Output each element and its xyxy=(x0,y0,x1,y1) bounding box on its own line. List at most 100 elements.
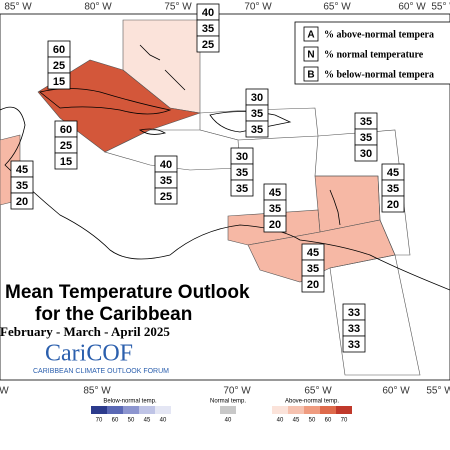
legend: A % above-normal tempera N % normal tempera… xyxy=(303,26,434,82)
legend-text: % above-normal tempera xyxy=(324,29,434,40)
longitude-label: 80° W xyxy=(84,2,112,13)
title-line2: for the Caribbean xyxy=(35,304,192,325)
scale-swatch xyxy=(304,406,320,414)
coast-antilles xyxy=(329,189,341,226)
scale-tick: 70 xyxy=(96,418,103,424)
scale-tick: 40 xyxy=(160,418,167,424)
coast-jamaica xyxy=(139,128,167,135)
region-value: 20 xyxy=(269,219,281,231)
region-value: 25 xyxy=(202,39,214,51)
region-box: 45 35 20 xyxy=(381,163,405,213)
region-cell xyxy=(245,120,269,138)
region-cell xyxy=(342,335,366,353)
longitude-label: 75° W xyxy=(164,2,192,13)
region-value: 40 xyxy=(202,7,214,19)
scale-tick: 50 xyxy=(128,418,135,424)
scale-swatch xyxy=(139,406,155,414)
region-box: 30 35 35 xyxy=(230,147,254,197)
longitude-label: W xyxy=(0,386,9,397)
legend-letter-box xyxy=(303,46,319,62)
region-value: 20 xyxy=(307,279,319,291)
region-value: 35 xyxy=(16,180,28,192)
season: February - March - April 2025 xyxy=(0,324,170,339)
region-value: 15 xyxy=(53,76,65,88)
coast-cuba xyxy=(39,88,172,115)
region-box: 60 25 15 xyxy=(54,120,78,170)
scale-swatch xyxy=(220,406,236,414)
title-line1: Mean Temperature Outlook xyxy=(5,282,250,303)
region-box: 60 25 15 xyxy=(47,40,71,90)
region-value: 35 xyxy=(236,183,248,195)
region-value: 35 xyxy=(307,263,319,275)
scale-swatch xyxy=(123,406,139,414)
legend-box xyxy=(294,21,450,85)
region-box: 33 33 33 xyxy=(342,303,366,353)
region-value: 35 xyxy=(360,132,372,144)
region-value: 35 xyxy=(160,175,172,187)
longitude-label: 85° W xyxy=(83,386,111,397)
region-value: 35 xyxy=(202,23,214,35)
region-box: 45 35 20 xyxy=(10,160,34,210)
region-value: 35 xyxy=(236,167,248,179)
region-value: 35 xyxy=(360,116,372,128)
region-value: 60 xyxy=(53,44,65,56)
scale-tick: 60 xyxy=(112,418,119,424)
scale-tick: 50 xyxy=(309,418,316,424)
region-cell xyxy=(263,215,287,233)
region-value: 25 xyxy=(160,191,172,203)
coast-mainland xyxy=(0,106,450,291)
scale-swatch xyxy=(155,406,171,414)
scale-swatch xyxy=(288,406,304,414)
scale-label: Normal temp. xyxy=(210,399,246,405)
region-cell xyxy=(196,35,220,53)
region-cell xyxy=(381,195,405,213)
region-value: 45 xyxy=(307,247,319,259)
zone-guianas xyxy=(329,254,421,376)
region-value: 45 xyxy=(269,187,281,199)
region-value: 45 xyxy=(387,167,399,179)
legend-letter-box xyxy=(303,66,319,82)
legend-text: % below-normal tempera xyxy=(324,69,434,80)
longitude-label: 55° W xyxy=(431,2,450,13)
region-cell xyxy=(154,187,178,205)
longitude-label: 55° W xyxy=(426,386,450,397)
region-value: 30 xyxy=(360,148,372,160)
region-value: 33 xyxy=(348,339,360,351)
logo-name: CariCOF xyxy=(45,341,133,367)
scale-swatch xyxy=(320,406,336,414)
region-value: 25 xyxy=(60,140,72,152)
scale-tick: 70 xyxy=(341,418,348,424)
longitude-label: 85° W xyxy=(4,2,32,13)
region-box: 30 35 35 xyxy=(245,88,269,138)
region-box: 45 35 20 xyxy=(301,243,325,293)
region-value: 60 xyxy=(60,124,72,136)
longitude-label: 60° W xyxy=(398,2,426,13)
scale-swatch xyxy=(336,406,352,414)
scale-tick: 40 xyxy=(225,418,232,424)
logo-subtitle: CARIBBEAN CLIMATE OUTLOOK FORUM xyxy=(33,368,169,375)
region-cell xyxy=(230,179,254,197)
region-value: 30 xyxy=(236,151,248,163)
region-box: 40 35 25 xyxy=(196,3,220,53)
scale-tick: 60 xyxy=(325,418,332,424)
scale-swatch xyxy=(91,406,107,414)
region-box: 35 35 30 xyxy=(354,112,378,162)
region-cell xyxy=(54,152,78,170)
region-cell xyxy=(301,275,325,293)
legend-letter: B xyxy=(307,70,314,81)
longitude-label: 70° W xyxy=(244,2,272,13)
longitude-label: 60° W xyxy=(382,386,410,397)
region-value: 25 xyxy=(53,60,65,72)
legend-letter: A xyxy=(307,30,314,41)
coast-hispaniola xyxy=(209,111,292,133)
legend-text: % normal temperature xyxy=(324,49,424,60)
region-value: 45 xyxy=(16,164,28,176)
region-cell xyxy=(10,192,34,210)
region-value: 15 xyxy=(60,156,72,168)
region-value: 35 xyxy=(269,203,281,215)
region-box: 45 35 20 xyxy=(263,183,287,233)
region-cell xyxy=(47,72,71,90)
scale-tick: 45 xyxy=(144,418,151,424)
region-value: 33 xyxy=(348,307,360,319)
